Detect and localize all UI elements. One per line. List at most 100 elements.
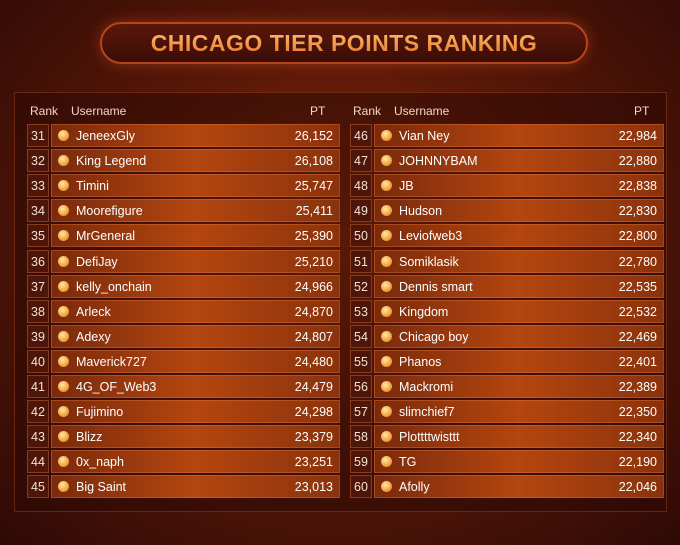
rank: 33	[27, 174, 49, 198]
username: Fujimino	[76, 405, 124, 420]
row-bar: DefiJay 25,210	[51, 249, 340, 273]
username: MrGeneral	[76, 229, 136, 244]
coin-icon	[381, 230, 392, 242]
points: 22,535	[618, 279, 657, 294]
row-bar: Arleck 24,870	[51, 299, 340, 323]
coin-icon	[381, 456, 392, 468]
row-bar: Maverick727 24,480	[51, 349, 340, 373]
row-bar: 0x_naph 23,251	[51, 450, 340, 474]
username: kelly_onchain	[76, 279, 152, 294]
ranking-row: 46 Vian Ney 22,984	[350, 124, 664, 147]
username: Blizz	[76, 430, 103, 445]
header-username: Username	[394, 104, 450, 118]
username: Mackromi	[399, 380, 454, 394]
rank: 51	[350, 249, 372, 273]
coin-icon	[381, 406, 392, 418]
username: Arleck	[76, 304, 111, 319]
username: Moorefigure	[76, 204, 143, 219]
points: 24,479	[294, 380, 333, 394]
row-bar: Leviofweb3 22,800	[374, 224, 664, 248]
header-rank: Rank	[353, 104, 382, 118]
ranking-row: 47 JOHNNYBAM 22,880	[350, 149, 664, 173]
ranking-row: 35 MrGeneral 25,390	[27, 224, 340, 248]
rank: 37	[27, 274, 49, 298]
username: Vian Ney	[399, 129, 450, 143]
points: 22,780	[618, 254, 657, 269]
coin-icon	[58, 381, 69, 392]
points: 22,838	[618, 179, 657, 194]
rank: 44	[27, 450, 49, 474]
coin-icon	[381, 255, 392, 267]
coin-icon	[58, 255, 69, 267]
rank: 56	[350, 375, 372, 398]
ranking-row: 40 Maverick727 24,480	[27, 349, 340, 373]
points: 25,210	[294, 254, 333, 269]
points: 22,800	[618, 229, 657, 244]
ranking-row: 49 Hudson 22,830	[350, 199, 664, 223]
coin-icon	[58, 155, 69, 167]
points: 23,379	[294, 430, 333, 445]
row-bar: Fujimino 24,298	[51, 400, 340, 424]
row-bar: Hudson 22,830	[374, 199, 664, 223]
ranking-row: 37 kelly_onchain 24,966	[27, 274, 340, 298]
coin-icon	[58, 180, 69, 192]
username: Hudson	[399, 204, 443, 219]
ranking-row: 54 Chicago boy 22,469	[350, 324, 664, 348]
header-pt: PT	[310, 104, 326, 118]
rank: 58	[350, 425, 372, 449]
row-bar: 4G_OF_Web3 24,479	[51, 375, 340, 398]
rank: 38	[27, 299, 49, 323]
rank: 32	[27, 149, 49, 173]
header-rank: Rank	[30, 104, 59, 118]
username: 4G_OF_Web3	[76, 380, 157, 394]
rank: 49	[350, 199, 372, 223]
coin-icon	[381, 280, 392, 292]
row-bar: Kingdom 22,532	[374, 299, 664, 323]
points: 22,880	[618, 154, 657, 169]
coin-icon	[58, 481, 69, 493]
row-bar: JeneexGly 26,152	[51, 124, 340, 147]
username: slimchief7	[399, 405, 455, 420]
coin-icon	[58, 330, 69, 342]
username: TG	[399, 455, 417, 470]
coin-icon	[58, 205, 69, 217]
coin-icon	[58, 431, 69, 443]
ranking-row: 45 Big Saint 23,013	[27, 475, 340, 499]
rank: 41	[27, 375, 49, 398]
coin-icon	[381, 130, 392, 141]
row-bar: Phanos 22,401	[374, 349, 664, 373]
row-bar: kelly_onchain 24,966	[51, 274, 340, 298]
username: JOHNNYBAM	[399, 154, 478, 169]
ranking-row: 32 King Legend 26,108	[27, 149, 340, 173]
ranking-row: 52 Dennis smart 22,535	[350, 274, 664, 298]
coin-icon	[58, 230, 69, 242]
row-bar: Somiklasik 22,780	[374, 249, 664, 273]
points: 22,984	[618, 129, 657, 143]
row-bar: Timini 25,747	[51, 174, 340, 198]
ranking-row: 43 Blizz 23,379	[27, 425, 340, 449]
row-bar: MrGeneral 25,390	[51, 224, 340, 248]
points: 25,411	[295, 204, 333, 219]
username: JeneexGly	[76, 129, 136, 143]
coin-icon	[58, 130, 69, 141]
rank: 46	[350, 124, 372, 147]
points: 25,390	[294, 229, 333, 244]
points: 22,532	[618, 304, 657, 319]
username: Leviofweb3	[399, 229, 463, 244]
row-bar: slimchief7 22,350	[374, 400, 664, 424]
rank: 36	[27, 249, 49, 273]
ranking-row: 57 slimchief7 22,350	[350, 400, 664, 424]
username: Maverick727	[76, 354, 147, 369]
username: Afolly	[399, 480, 430, 495]
coin-icon	[381, 155, 392, 167]
username: Chicago boy	[399, 329, 469, 344]
points: 24,807	[294, 329, 333, 344]
row-bar: Dennis smart 22,535	[374, 274, 664, 298]
rank: 42	[27, 400, 49, 424]
points: 24,870	[294, 304, 333, 319]
rank: 54	[350, 324, 372, 348]
ranking-row: 44 0x_naph 23,251	[27, 450, 340, 474]
username: Big Saint	[76, 480, 127, 495]
points: 22,046	[618, 480, 657, 495]
username: Timini	[76, 179, 109, 194]
